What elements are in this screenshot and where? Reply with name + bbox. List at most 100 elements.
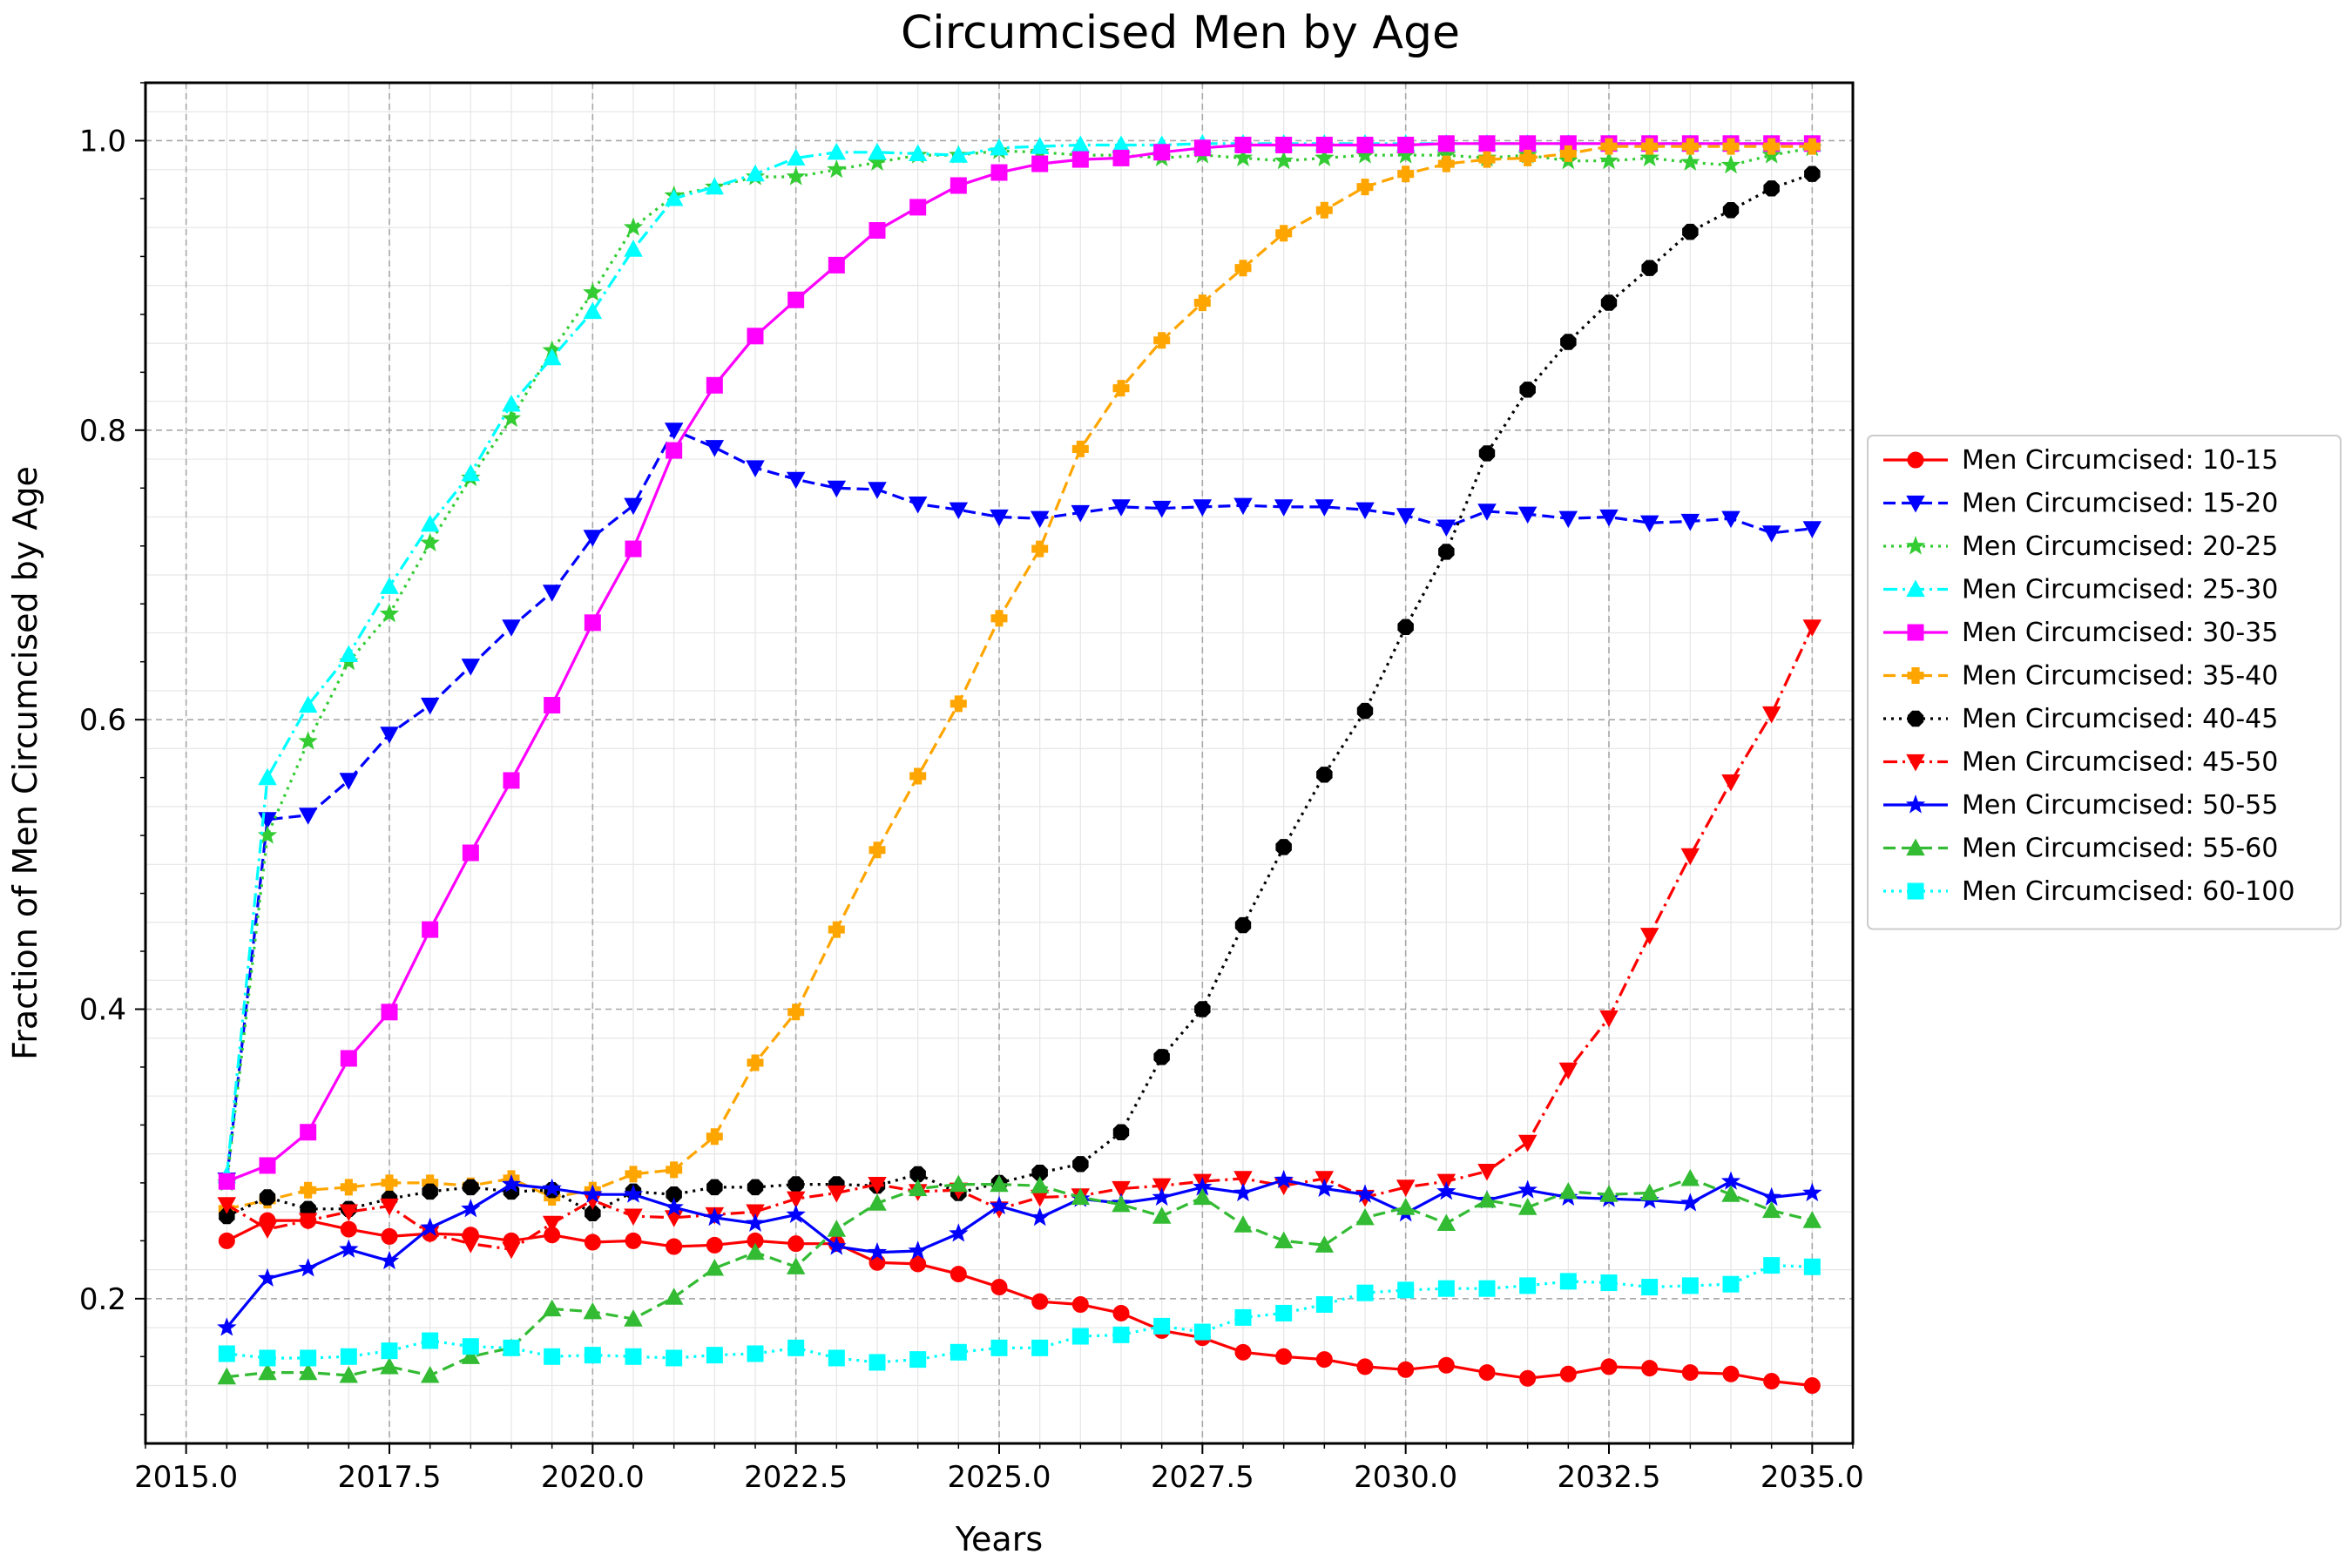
data-point [1315, 1351, 1333, 1369]
data-point [219, 1207, 235, 1225]
data-point [1721, 774, 1740, 792]
data-point [950, 1266, 967, 1283]
data-point [583, 301, 603, 320]
data-point [1071, 440, 1089, 457]
data-point [1356, 136, 1374, 153]
series-line [226, 1177, 1813, 1379]
data-point [990, 509, 1009, 527]
data-point [339, 645, 359, 662]
data-point [908, 1179, 928, 1197]
data-point [827, 1236, 847, 1255]
data-point [1680, 1168, 1700, 1186]
data-point [1559, 1365, 1577, 1382]
data-point [624, 1309, 643, 1327]
x-tick-label: 2022.5 [744, 1460, 848, 1495]
series-11 [218, 1257, 1821, 1371]
series-line [226, 1178, 1813, 1329]
data-point [1761, 525, 1781, 543]
data-point [583, 530, 603, 547]
data-point [1599, 509, 1619, 527]
data-point [1315, 1178, 1335, 1198]
data-point [584, 614, 601, 632]
data-point [1316, 767, 1333, 783]
data-point [909, 767, 927, 785]
legend: Men Circumcised: 10-15 Men Circumcised: 1… [1867, 435, 2342, 930]
data-point [1722, 1275, 1740, 1293]
data-point [1477, 504, 1497, 521]
data-point [1396, 1198, 1416, 1215]
data-point [990, 164, 1008, 181]
data-point [1275, 839, 1292, 855]
legend-item: Men Circumcised: 50-55 [1883, 790, 2278, 821]
data-point [1193, 139, 1211, 157]
data-point [786, 1191, 806, 1209]
series-3 [217, 137, 1822, 1192]
data-point [1152, 1178, 1172, 1196]
data-point [1519, 1369, 1537, 1387]
data-point [258, 1221, 277, 1240]
data-point [828, 1349, 845, 1367]
legend-item: Men Circumcised: 40-45 [1883, 704, 2278, 734]
series-line [226, 1263, 1813, 1364]
data-point [867, 1241, 888, 1261]
data-point [787, 1176, 804, 1193]
data-point [1600, 1358, 1618, 1375]
data-point [501, 408, 522, 428]
data-point [1558, 1062, 1578, 1080]
data-point [300, 1349, 317, 1367]
data-point [1600, 294, 1618, 311]
data-point [1071, 1187, 1091, 1206]
data-point [746, 164, 765, 182]
data-point [542, 1215, 562, 1233]
data-point [1153, 1049, 1170, 1065]
data-point [1559, 1273, 1577, 1290]
data-point [1478, 1280, 1496, 1297]
data-point [1112, 1326, 1130, 1343]
data-point [747, 1179, 764, 1196]
data-point [298, 695, 318, 713]
data-point [1763, 180, 1780, 197]
legend-item: Men Circumcised: 25-30 [1883, 575, 2278, 605]
data-point [1641, 260, 1658, 276]
y-tick-label: 0.8 [79, 414, 126, 449]
data-point [298, 731, 318, 750]
series-5 [218, 135, 1821, 1190]
data-point [583, 1184, 603, 1203]
legend-label: Men Circumcised: 55-60 [1962, 834, 2278, 864]
data-point [1560, 334, 1577, 350]
data-point [1763, 1373, 1781, 1390]
data-point [461, 1347, 481, 1364]
data-point [542, 1178, 562, 1198]
data-point [380, 577, 399, 594]
data-point [1720, 154, 1741, 174]
data-point [1233, 1171, 1253, 1188]
data-point [1112, 380, 1130, 397]
data-point [1396, 508, 1416, 525]
grid [145, 83, 1854, 1444]
data-point [1153, 144, 1171, 161]
data-point [1193, 1323, 1211, 1341]
data-point [747, 328, 764, 345]
data-point [1478, 135, 1496, 152]
data-point [542, 1299, 562, 1317]
data-point [1721, 510, 1740, 529]
data-point [1803, 138, 1821, 155]
data-point [1194, 1001, 1211, 1017]
legend-item: Men Circumcised: 30-35 [1883, 618, 2278, 648]
data-point [1234, 1308, 1252, 1326]
series-6 [218, 138, 1821, 1218]
data-point [1031, 1339, 1049, 1356]
data-point [218, 1345, 235, 1362]
data-point [1315, 136, 1333, 153]
data-point [1112, 149, 1130, 166]
data-point [1598, 150, 1619, 170]
data-point [786, 148, 806, 166]
data-point [340, 1348, 357, 1365]
data-point [950, 1343, 967, 1361]
data-point [625, 1166, 642, 1183]
data-point [1396, 1179, 1416, 1197]
data-point [1112, 1180, 1131, 1199]
data-point [787, 1004, 805, 1021]
data-point [420, 1365, 440, 1383]
data-point [1397, 1361, 1415, 1378]
